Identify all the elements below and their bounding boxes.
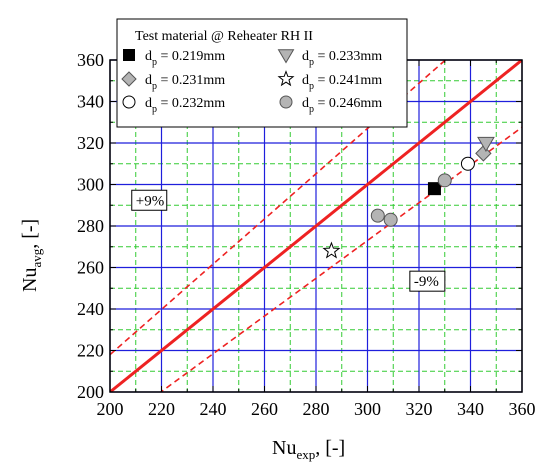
- data-point: [477, 136, 495, 152]
- y-tick-label: 280: [77, 216, 104, 236]
- legend-label-sub: p: [152, 81, 157, 92]
- legend-label-sub: p: [152, 104, 157, 115]
- y-axis-label: Nuavg, [-]: [19, 219, 44, 292]
- x-axis-label: Nuexp, [-]: [272, 437, 345, 462]
- data-point: [427, 182, 441, 196]
- legend-label: dp = 0.241mm: [302, 73, 382, 92]
- legend-label-value: = 0.219mm: [157, 49, 225, 64]
- legend-label: dp = 0.232mm: [145, 96, 225, 115]
- x-tick-label: 220: [148, 399, 175, 419]
- y-tick-label: 260: [77, 258, 104, 278]
- legend-marker: [279, 95, 293, 109]
- y-axis-label-suffix: , [-]: [19, 219, 41, 249]
- legend-label: dp = 0.233mm: [302, 49, 382, 68]
- y-tick-labels: 200 220 240 260 280 300 320 340 360: [77, 50, 104, 402]
- annotations: +9% -9%: [131, 189, 446, 292]
- deviation-line: [110, 60, 447, 356]
- annotation-box: [131, 189, 168, 211]
- y-tick-label: 300: [77, 175, 104, 195]
- legend-label-main: d: [302, 49, 309, 64]
- y-tick-label: 320: [77, 133, 104, 153]
- legend-marker: [123, 49, 135, 61]
- x-axis-label-sub: exp: [296, 447, 315, 462]
- y-tick-label: 340: [77, 92, 104, 112]
- legend-marker: [122, 95, 136, 109]
- y-tick-label: 200: [77, 382, 104, 402]
- x-tick-label: 280: [303, 399, 330, 419]
- data-point: [370, 208, 385, 223]
- legend-label-sub: p: [309, 81, 314, 92]
- legend: Test material @ Reheater RH II dp = 0.21…: [116, 18, 408, 128]
- legend-marker: [277, 49, 295, 64]
- data-point: [322, 241, 341, 259]
- legend-marker: [277, 70, 295, 87]
- y-axis-label-main: Nu: [19, 268, 41, 292]
- data-point: [383, 212, 398, 227]
- legend-label-value: = 0.241mm: [314, 73, 382, 88]
- legend-label-main: d: [145, 73, 152, 88]
- legend-label-main: d: [145, 96, 152, 111]
- y-tick-label: 240: [77, 299, 104, 319]
- x-tick-label: 360: [509, 399, 536, 419]
- legend-label-value: = 0.233mm: [314, 49, 382, 64]
- y-tick-label: 360: [77, 50, 104, 70]
- x-axis-label-main: Nu: [272, 437, 296, 459]
- reference-lines: [110, 60, 522, 392]
- legend-marker: [121, 71, 137, 87]
- x-tick-label: 300: [354, 399, 381, 419]
- x-tick-labels: 200 220 240 260 280 300 320 340 360: [97, 399, 536, 419]
- x-tick-label: 340: [457, 399, 484, 419]
- legend-label: dp = 0.219mm: [145, 49, 225, 68]
- legend-label-main: d: [302, 73, 309, 88]
- annotation-label: +9%: [136, 193, 164, 209]
- legend-label-sub: p: [152, 57, 157, 68]
- legend-label-value: = 0.232mm: [157, 96, 225, 111]
- legend-box: [116, 18, 408, 128]
- x-axis-label-suffix: , [-]: [315, 437, 345, 459]
- legend-label-sub: p: [309, 104, 314, 115]
- x-tick-label: 200: [97, 399, 124, 419]
- legend-label-value: = 0.246mm: [314, 96, 382, 111]
- data-point: [437, 173, 452, 188]
- x-tick-label: 320: [406, 399, 433, 419]
- data-point: [460, 156, 475, 171]
- legend-label-main: d: [145, 49, 152, 64]
- minor-grid: [110, 60, 522, 392]
- parity-line: [110, 60, 522, 392]
- legend-label-value: = 0.231mm: [157, 73, 225, 88]
- x-tick-label: 240: [200, 399, 227, 419]
- y-axis-label-sub: avg: [29, 248, 44, 267]
- deviation-line: [159, 126, 522, 392]
- legend-title: Test material @ Reheater RH II: [135, 29, 313, 44]
- x-tick-label: 260: [251, 399, 278, 419]
- annotation-label: -9%: [414, 274, 439, 290]
- annotation-box: [409, 270, 446, 292]
- legend-label: dp = 0.231mm: [145, 73, 225, 92]
- data-points: [322, 136, 495, 259]
- legend-label-main: d: [302, 96, 309, 111]
- legend-label: dp = 0.246mm: [302, 96, 382, 115]
- y-tick-label: 220: [77, 341, 104, 361]
- legend-label-sub: p: [309, 57, 314, 68]
